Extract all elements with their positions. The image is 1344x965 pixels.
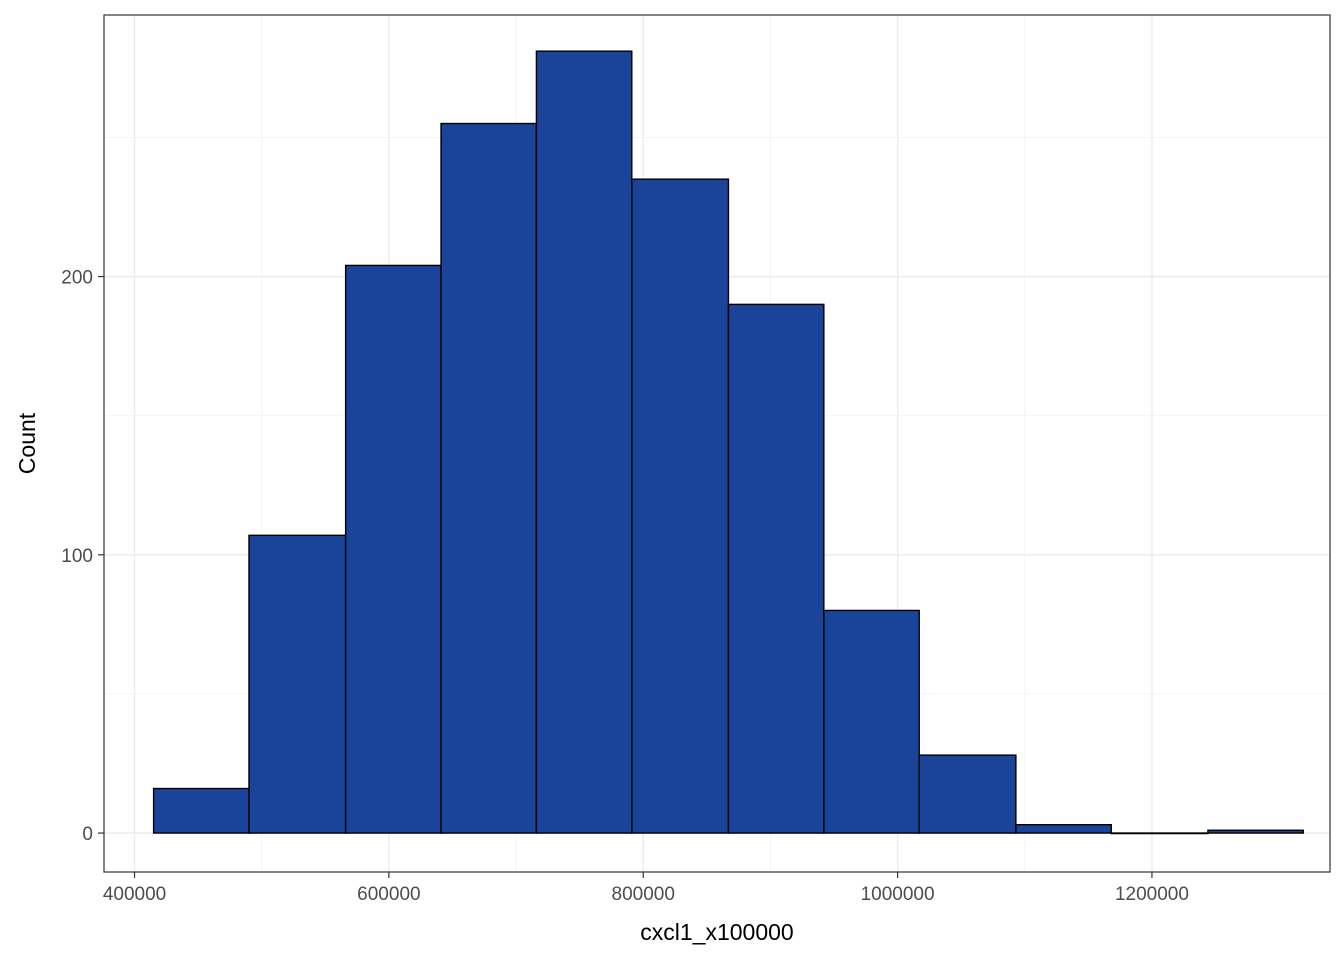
histogram-bar [918,754,1017,834]
x-tick-label: 1200000 [1115,884,1189,905]
x-tick-label: 600000 [357,884,420,905]
histogram-bar [152,787,250,834]
bars-layer [152,50,1304,835]
histogram-bar [1207,829,1304,834]
histogram-bar [823,609,920,834]
histogram-bar [1110,832,1209,835]
y-tick-label: 100 [61,546,93,567]
y-tick-label: 200 [61,268,93,289]
histogram-bar [535,50,633,834]
histogram-bar [1015,823,1112,834]
y-axis-title: Count [14,412,40,474]
x-tick-label: 1000000 [861,884,935,905]
histogram-bar [631,178,730,834]
x-tick-label: 400000 [103,884,166,905]
y-tick-label: 0 [82,824,93,845]
histogram-bar [248,534,347,834]
x-axis-title: cxcl1_x100000 [640,919,793,945]
histogram-bar [440,122,538,834]
histogram-bar [344,264,442,834]
x-tick-label: 800000 [612,884,675,905]
histogram-bar [727,303,825,834]
panel-border [103,14,1331,873]
ticks-layer: 400000 600000 800000 1000000 1200000 0 100 200 [61,268,1189,905]
